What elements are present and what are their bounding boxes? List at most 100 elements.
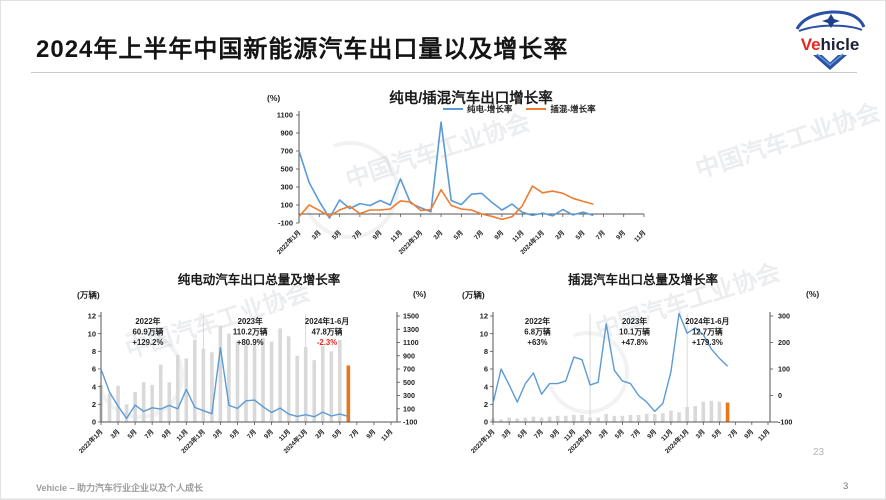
svg-text:900: 900 [403, 351, 415, 360]
legend-line-phev [526, 107, 547, 111]
svg-text:12: 12 [480, 312, 488, 321]
svg-text:11月: 11月 [389, 229, 404, 244]
phev-chart: 12 10 8 6 4 2 0 300 200 100 0 -100 2022年1月 3月 5月 7月 9月 11… [448, 269, 848, 476]
legend-label-phev: 插混-增长率 [550, 104, 596, 114]
svg-text:3月: 3月 [310, 229, 323, 242]
svg-text:100: 100 [403, 404, 415, 413]
svg-text:2023年: 2023年 [622, 316, 647, 326]
svg-text:12.7万辆: 12.7万辆 [692, 327, 723, 337]
svg-text:-100: -100 [778, 418, 792, 427]
svg-text:700: 700 [403, 365, 415, 374]
svg-text:7月: 7月 [726, 428, 739, 441]
svg-text:11月: 11月 [562, 428, 577, 443]
svg-text:4: 4 [484, 382, 489, 391]
phev-chart-unit-left: (万辆) [462, 290, 485, 300]
page-title: 2024年上半年中国新能源汽车出口量以及增长率 [36, 36, 569, 63]
svg-text:3月: 3月 [313, 428, 326, 441]
svg-text:60.9万辆: 60.9万辆 [133, 327, 164, 337]
svg-text:5月: 5月 [331, 428, 344, 441]
svg-text:12: 12 [88, 312, 96, 321]
growth-chart: 1100 900 700 500 300 100 -100 2022年1月 3月 5月 7月 9月 11… [251, 85, 671, 267]
svg-text:100: 100 [280, 201, 293, 210]
legend-label-bev: 纯电-增长率 [467, 104, 513, 114]
svg-text:0: 0 [778, 391, 782, 400]
svg-text:100: 100 [778, 365, 790, 374]
phev-chart-unit-right: (%) [806, 289, 820, 299]
svg-text:7月: 7月 [348, 428, 361, 441]
svg-text:7月: 7月 [245, 428, 258, 441]
svg-text:7月: 7月 [629, 428, 642, 441]
svg-text:+47.8%: +47.8% [621, 338, 648, 347]
svg-text:200: 200 [778, 338, 790, 347]
inner-page-number: 23 [813, 447, 825, 458]
svg-text:2022年: 2022年 [135, 316, 160, 326]
svg-text:8: 8 [484, 347, 488, 356]
svg-text:3月: 3月 [694, 428, 707, 441]
svg-text:500: 500 [280, 165, 293, 174]
svg-text:10: 10 [480, 329, 488, 338]
svg-text:6: 6 [92, 365, 96, 374]
svg-text:8: 8 [92, 347, 96, 356]
svg-text:110.2万辆: 110.2万辆 [233, 327, 268, 337]
bev-chart-title: 纯电动汽车出口总量及增长率 [177, 273, 341, 287]
svg-text:4: 4 [92, 382, 97, 391]
svg-text:11月: 11月 [277, 428, 292, 443]
svg-text:+63%: +63% [527, 338, 547, 347]
bev-chart: 12 10 8 6 4 2 0 1500 1300 1100 900 700 500 300 100 -100… [69, 269, 454, 476]
svg-text:9月: 9月 [548, 428, 561, 441]
legend-line-bev [443, 107, 463, 111]
logo-v-icon [813, 53, 847, 70]
svg-text:7月: 7月 [532, 428, 545, 441]
logo-text-red: Ve [801, 35, 821, 54]
svg-text:2: 2 [92, 400, 96, 409]
svg-text:11月: 11月 [659, 428, 674, 443]
svg-text:5月: 5月 [228, 428, 241, 441]
svg-text:300: 300 [403, 391, 415, 400]
car-icon [795, 10, 866, 32]
svg-text:5月: 5月 [516, 428, 529, 441]
svg-text:5月: 5月 [452, 229, 465, 242]
svg-text:9月: 9月 [371, 229, 384, 242]
svg-text:+179.3%: +179.3% [692, 338, 723, 347]
vehicle-logo: Vehicle [787, 5, 873, 77]
svg-text:11月: 11月 [632, 229, 647, 244]
svg-text:900: 900 [280, 129, 293, 138]
svg-text:+129.2%: +129.2% [132, 338, 163, 347]
svg-text:5月: 5月 [613, 428, 626, 441]
svg-text:2022年1月: 2022年1月 [274, 228, 302, 256]
svg-text:1300: 1300 [403, 325, 419, 334]
svg-text:0: 0 [484, 418, 488, 427]
footer-text: Vehicle – 助力汽车行业企业以及个人成长 [36, 483, 204, 493]
svg-text:2024年1-6月: 2024年1-6月 [305, 316, 349, 326]
svg-text:3月: 3月 [597, 428, 610, 441]
svg-text:9月: 9月 [493, 229, 506, 242]
svg-text:0: 0 [92, 418, 96, 427]
growth-chart-legend: 纯电-增长率 插混-增长率 [443, 103, 596, 115]
svg-text:9月: 9月 [262, 428, 275, 441]
svg-text:6: 6 [484, 365, 488, 374]
svg-text:9月: 9月 [365, 428, 378, 441]
watermark-text: 中国汽车工业协会 [692, 98, 884, 184]
title-divider [31, 72, 857, 73]
svg-text:3月: 3月 [109, 428, 122, 441]
svg-text:2024年1-6月: 2024年1-6月 [685, 316, 729, 326]
svg-text:2: 2 [484, 400, 488, 409]
svg-text:1100: 1100 [403, 338, 419, 347]
svg-text:11月: 11月 [511, 229, 526, 244]
svg-text:3月: 3月 [554, 229, 567, 242]
svg-text:11月: 11月 [175, 428, 190, 443]
svg-text:Vehicle: Vehicle [801, 35, 860, 54]
svg-text:47.8万辆: 47.8万辆 [312, 327, 343, 337]
svg-text:1500: 1500 [403, 312, 419, 321]
svg-text:10.1万辆: 10.1万辆 [619, 327, 650, 337]
svg-text:-2.3%: -2.3% [317, 338, 337, 347]
bottom-strip [1, 498, 885, 499]
svg-text:2022年: 2022年 [525, 316, 550, 326]
svg-text:11月: 11月 [379, 428, 394, 443]
logo-text-dark: hicle [821, 35, 860, 54]
svg-text:3月: 3月 [500, 428, 513, 441]
svg-text:2022年1月: 2022年1月 [76, 427, 104, 455]
